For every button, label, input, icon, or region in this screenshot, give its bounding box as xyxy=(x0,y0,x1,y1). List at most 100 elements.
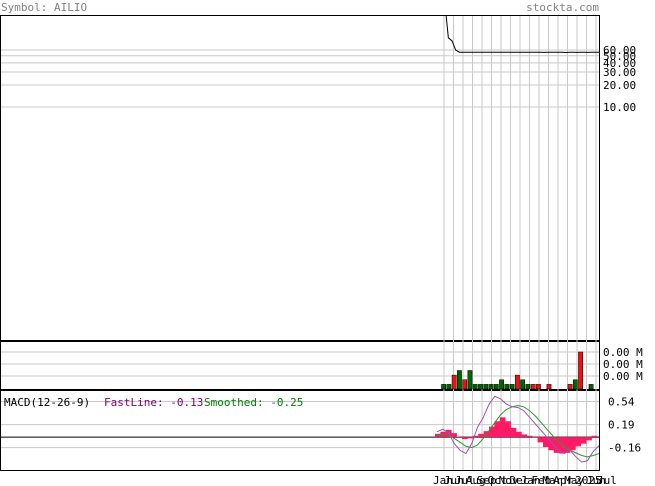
volume-bar xyxy=(578,351,583,390)
macd-histogram-bar xyxy=(526,435,533,438)
x-axis-labels: JanJunJulAugSepOctNovDecJanFebMarAprMay2… xyxy=(433,474,617,486)
volume-bar xyxy=(530,384,536,390)
volume-bar xyxy=(572,379,578,390)
volume-tick-label: 0.00 M xyxy=(603,346,643,359)
x-axis-label: Oct xyxy=(488,474,508,486)
macd-panel-frame xyxy=(0,390,600,471)
volume-panel-frame xyxy=(0,341,600,390)
x-axis-label: Jun xyxy=(444,474,464,486)
macd-histogram-bar xyxy=(564,437,571,453)
price-panel xyxy=(445,16,599,53)
price-tick-label: 40.00 xyxy=(603,57,636,70)
macd-title: MACD(12-26-9) xyxy=(4,396,90,409)
x-axis-label: Jan xyxy=(433,474,453,486)
volume-bars xyxy=(441,351,594,390)
volume-grid xyxy=(1,351,599,377)
x-axis-label: Jul xyxy=(597,474,617,486)
macd-histogram-bar xyxy=(489,426,495,438)
x-axis-label: Jun xyxy=(586,474,606,486)
volume-tick-labels: 0.00 M0.00 M0.00 M xyxy=(603,346,643,383)
macd-histogram-bar xyxy=(586,437,592,441)
macd-histogram-bar xyxy=(591,435,598,438)
volume-bar xyxy=(483,384,489,390)
x-axis-label: Feb xyxy=(531,474,551,486)
macd-tick-label: 0.19 xyxy=(608,419,635,432)
macd-histogram-bar xyxy=(537,437,544,443)
volume-bar xyxy=(472,384,478,390)
x-axis-label: Aug xyxy=(466,474,486,486)
price-line xyxy=(445,16,599,53)
volume-bar xyxy=(446,384,452,390)
x-axis-label: Nov xyxy=(499,474,519,486)
macd-histogram-bar xyxy=(570,437,576,451)
volume-bar xyxy=(509,384,515,390)
x-axis-label: May xyxy=(564,474,584,486)
volume-bar xyxy=(567,384,573,390)
volume-bar xyxy=(441,384,447,390)
macd-histogram-bar xyxy=(472,435,479,438)
volume-bar xyxy=(451,374,457,390)
price-tick-label: 60.00 xyxy=(603,44,636,57)
volume-bar xyxy=(588,384,594,390)
macd-histogram-bar xyxy=(451,433,457,438)
macd-histogram-bar xyxy=(575,437,582,447)
macd-histogram-bar xyxy=(510,427,517,438)
macd-histogram-bar xyxy=(553,437,560,453)
price-tick-label: 50.00 xyxy=(603,50,636,63)
volume-bar xyxy=(499,379,504,390)
macd-fast-line xyxy=(436,395,600,463)
volume-tick-label: 0.00 M xyxy=(603,358,643,371)
macd-histogram-bar xyxy=(462,437,468,440)
volume-bar xyxy=(514,374,520,390)
volume-bar xyxy=(467,370,473,390)
site-label: stockta.com xyxy=(526,1,599,14)
macd-histogram-bar xyxy=(499,417,506,438)
macd-smoothed-line xyxy=(436,404,600,458)
macd-histogram-bar xyxy=(532,437,538,438)
volume-bar xyxy=(457,370,462,390)
price-panel-frame xyxy=(0,15,600,341)
x-axis-label: Dec xyxy=(510,474,530,486)
macd-histogram-bar xyxy=(494,421,501,438)
price-grid xyxy=(1,49,599,108)
vertical-grid xyxy=(443,16,597,470)
macd-tick-label: -0.16 xyxy=(608,442,641,455)
x-axis-label: Jan xyxy=(520,474,540,486)
macd-histogram-bar xyxy=(516,431,522,438)
volume-tick-label: 0.00 M xyxy=(603,370,643,383)
symbol-label: Symbol: AILIO xyxy=(1,1,87,14)
price-tick-label: 10.00 xyxy=(603,101,636,114)
x-axis-label: Mar xyxy=(542,474,562,486)
volume-bar xyxy=(546,384,552,390)
volume-bar xyxy=(488,384,494,390)
macd-lines xyxy=(436,395,600,463)
macd-smoothed-label: Smoothed: -0.25 xyxy=(204,396,303,409)
macd-tick-labels: 0.54 0.19 -0.16 xyxy=(608,396,641,455)
volume-bar xyxy=(504,384,510,390)
macd-histogram-bar xyxy=(467,437,474,439)
x-axis-label: Sep xyxy=(477,474,497,486)
macd-tick-label: 0.54 xyxy=(608,396,635,409)
macd-histogram-bar xyxy=(548,437,555,451)
macd-histogram-bar xyxy=(580,437,587,444)
price-tick-label: 20.00 xyxy=(603,79,636,92)
x-axis-label: 2025 xyxy=(575,474,602,486)
volume-bar xyxy=(462,379,468,390)
macd-histogram-bar xyxy=(456,436,463,438)
volume-bar xyxy=(525,384,531,390)
macd-fastline-label: FastLine: -0.13 xyxy=(104,396,203,409)
price-tick-label: 30.00 xyxy=(603,66,636,79)
macd-histogram-bar xyxy=(478,433,484,438)
volume-bar xyxy=(536,384,541,390)
volume-bar xyxy=(520,379,526,390)
volume-bar xyxy=(478,384,483,390)
x-axis-label: Jul xyxy=(455,474,475,486)
x-axis-label: Apr xyxy=(553,474,573,486)
macd-histogram-bar xyxy=(521,434,528,438)
volume-bar xyxy=(493,384,499,390)
macd-grid xyxy=(0,401,599,449)
macd-histogram-bar xyxy=(543,437,549,447)
macd-histogram-bar xyxy=(505,421,511,438)
